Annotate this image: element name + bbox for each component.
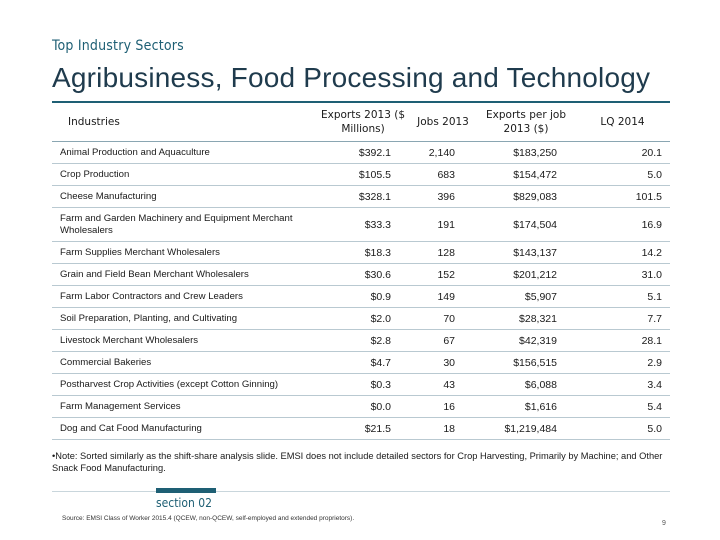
lq-cell: 5.0 (575, 163, 670, 186)
exports-per-job-cell: $6,088 (477, 373, 575, 396)
industry-cell: Farm Supplies Merchant Wholesalers (52, 241, 317, 264)
exports-per-job-cell: $5,907 (477, 285, 575, 308)
industry-cell: Animal Production and Aquaculture (52, 141, 317, 164)
lq-cell: 28.1 (575, 329, 670, 352)
column-header-exports-per-job: Exports per job 2013 ($) (477, 103, 575, 142)
source-citation: Source: EMSI Class of Worker 2015.4 (QCE… (62, 515, 355, 522)
exports-per-job-cell: $174,504 (477, 207, 575, 242)
page-number: 9 (662, 520, 666, 527)
exports-cell: $4.7 (317, 351, 409, 374)
lq-cell: 31.0 (575, 263, 670, 286)
table-note: •Note: Sorted similarly as the shift-sha… (52, 451, 663, 473)
industry-cell: Grain and Field Bean Merchant Wholesaler… (52, 263, 317, 286)
table-row: Farm Management Services $0.0 16 $1,616 5.4 (52, 395, 670, 418)
lq-cell: 7.7 (575, 307, 670, 330)
exports-per-job-cell: $154,472 (477, 163, 575, 186)
section-heading: Top Industry Sectors (52, 38, 184, 54)
exports-cell: $21.5 (317, 417, 409, 440)
lq-cell: 16.9 (575, 207, 670, 242)
jobs-cell: 396 (409, 185, 477, 208)
lq-cell: 5.1 (575, 285, 670, 308)
exports-per-job-cell: $1,616 (477, 395, 575, 418)
table-row: Animal Production and Aquaculture $392.1 2… (52, 141, 670, 164)
industry-cell: Farm and Garden Machinery and Equipment … (52, 207, 317, 242)
exports-per-job-cell: $829,083 (477, 185, 575, 208)
exports-cell: $105.5 (317, 163, 409, 186)
table-row: Cheese Manufacturing $328.1 396 $829,083 101… (52, 185, 670, 208)
table-row: Grain and Field Bean Merchant Wholesaler… (52, 263, 670, 286)
exports-per-job-cell: $1,219,484 (477, 417, 575, 440)
exports-per-job-cell: $201,212 (477, 263, 575, 286)
exports-cell: $2.8 (317, 329, 409, 352)
industry-cell: Soil Preparation, Planting, and Cultivat… (52, 307, 317, 330)
exports-cell: $30.6 (317, 263, 409, 286)
column-header-industries: Industries (52, 103, 317, 142)
jobs-cell: 30 (409, 351, 477, 374)
lq-cell: 2.9 (575, 351, 670, 374)
jobs-cell: 67 (409, 329, 477, 352)
jobs-cell: 128 (409, 241, 477, 264)
table-row: Dog and Cat Food Manufacturing $21.5 18 $1,… (52, 417, 670, 440)
jobs-cell: 16 (409, 395, 477, 418)
column-header-exports: Exports 2013 ($ Millions) (317, 103, 409, 142)
table-row: Farm Supplies Merchant Wholesalers $18.3 1… (52, 241, 670, 264)
jobs-cell: 683 (409, 163, 477, 186)
table-row: Crop Production $105.5 683 $154,472 5.0 (52, 163, 670, 186)
jobs-cell: 43 (409, 373, 477, 396)
exports-per-job-cell: $28,321 (477, 307, 575, 330)
lq-cell: 5.0 (575, 417, 670, 440)
table-row: Livestock Merchant Wholesalers $2.8 67 $42,… (52, 329, 670, 352)
footer-accent-tab (156, 488, 216, 493)
exports-per-job-cell: $156,515 (477, 351, 575, 374)
industry-cell: Dog and Cat Food Manufacturing (52, 417, 317, 440)
exports-cell: $2.0 (317, 307, 409, 330)
lq-cell: 5.4 (575, 395, 670, 418)
lq-cell: 101.5 (575, 185, 670, 208)
lq-cell: 20.1 (575, 141, 670, 164)
exports-per-job-cell: $183,250 (477, 141, 575, 164)
table-body: Animal Production and Aquaculture $392.1 2… (52, 141, 670, 440)
industry-cell: Cheese Manufacturing (52, 185, 317, 208)
exports-cell: $0.9 (317, 285, 409, 308)
exports-cell: $18.3 (317, 241, 409, 264)
table-header-row: Industries Exports 2013 ($ Millions) Job… (52, 103, 670, 142)
industry-cell: Farm Labor Contractors and Crew Leaders (52, 285, 317, 308)
industry-cell: Livestock Merchant Wholesalers (52, 329, 317, 352)
exports-cell: $0.0 (317, 395, 409, 418)
jobs-cell: 2,140 (409, 141, 477, 164)
industry-cell: Crop Production (52, 163, 317, 186)
exports-cell: $328.1 (317, 185, 409, 208)
title-divider (52, 101, 670, 103)
jobs-cell: 149 (409, 285, 477, 308)
table-row: Farm Labor Contractors and Crew Leaders $… (52, 285, 670, 308)
jobs-cell: 70 (409, 307, 477, 330)
exports-cell: $33.3 (317, 207, 409, 242)
table-row: Soil Preparation, Planting, and Cultivat… (52, 307, 670, 330)
industry-cell: Farm Management Services (52, 395, 317, 418)
lq-cell: 14.2 (575, 241, 670, 264)
jobs-cell: 152 (409, 263, 477, 286)
page-title: Agribusiness, Food Processing and Techno… (52, 62, 651, 93)
lq-cell: 3.4 (575, 373, 670, 396)
jobs-cell: 18 (409, 417, 477, 440)
jobs-cell: 191 (409, 207, 477, 242)
exports-cell: $0.3 (317, 373, 409, 396)
industry-cell: Postharvest Crop Activities (except Cott… (52, 373, 317, 396)
exports-cell: $392.1 (317, 141, 409, 164)
table-row: Commercial Bakeries $4.7 30 $156,515 2.9 (52, 351, 670, 374)
table-row: Farm and Garden Machinery and Equipment … (52, 207, 670, 242)
column-header-jobs: Jobs 2013 (409, 103, 477, 142)
industry-table: Industries Exports 2013 ($ Millions) Job… (52, 103, 670, 440)
industry-cell: Commercial Bakeries (52, 351, 317, 374)
column-header-lq: LQ 2014 (575, 103, 670, 142)
footer-section-label: section 02 (156, 496, 213, 510)
footer-divider (52, 491, 670, 492)
exports-per-job-cell: $42,319 (477, 329, 575, 352)
exports-per-job-cell: $143,137 (477, 241, 575, 264)
table-row: Postharvest Crop Activities (except Cott… (52, 373, 670, 396)
